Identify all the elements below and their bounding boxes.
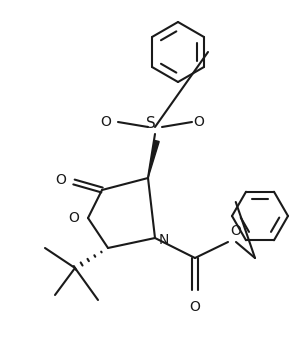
Text: S: S [146,116,156,131]
Text: O: O [190,300,201,314]
Text: O: O [55,173,66,187]
Text: N: N [159,233,169,247]
Text: O: O [100,115,111,129]
Polygon shape [148,140,159,178]
Text: O: O [193,115,204,129]
Text: O: O [68,211,79,225]
Text: O: O [230,224,241,238]
